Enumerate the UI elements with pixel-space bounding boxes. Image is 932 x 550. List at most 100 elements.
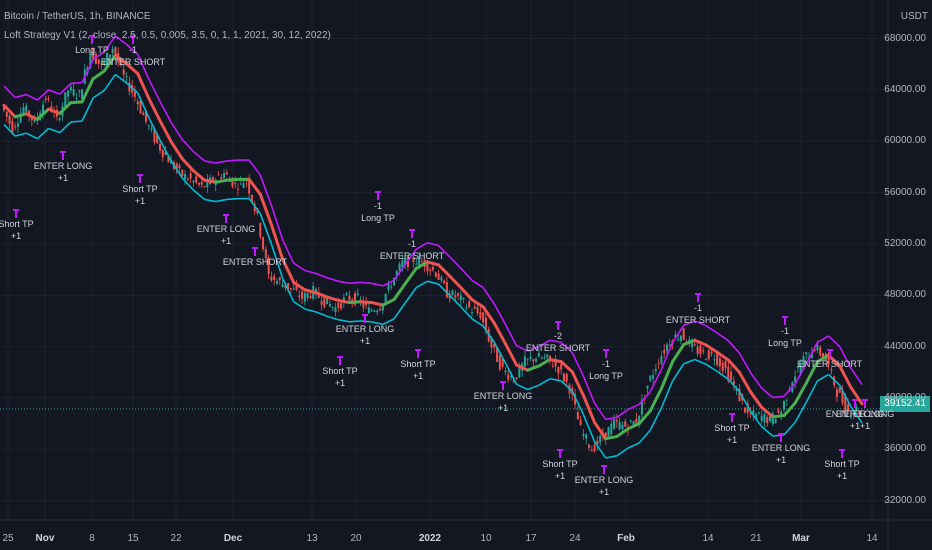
- candle-body: [819, 347, 822, 356]
- upper-band-segment: [660, 342, 674, 370]
- candle-body: [44, 98, 47, 100]
- trade-label: ENTER LONG +1: [336, 323, 395, 347]
- candle-body: [284, 285, 287, 289]
- candle-body: [604, 432, 607, 439]
- upper-band-segment: [705, 325, 718, 334]
- trade-label: ENTER LONG +1: [474, 390, 533, 414]
- candle-body: [462, 298, 465, 300]
- candle-body: [25, 105, 28, 112]
- lower-band-segment: [694, 358, 707, 365]
- trade-label-line: ENTER LONG: [33, 161, 93, 171]
- x-tick-label: Feb: [617, 533, 635, 544]
- candle-body: [660, 356, 663, 364]
- x-tick-label: Mar: [792, 533, 810, 544]
- candle-body: [682, 328, 685, 340]
- trend-line-segment: [325, 295, 340, 302]
- upper-band-segment: [527, 345, 540, 352]
- trend-line-segment: [726, 358, 741, 374]
- candle-body: [75, 97, 78, 99]
- candle-body: [727, 366, 730, 381]
- trade-label-line: ENTER SHORT: [525, 343, 591, 353]
- upper-band-segment: [460, 267, 473, 281]
- trade-label-line: Short TP: [824, 459, 860, 469]
- candle-body: [203, 186, 206, 188]
- lower-band-segment: [616, 447, 629, 457]
- candle-body: [649, 375, 652, 381]
- lower-band-segment: [671, 363, 685, 382]
- candle-body: [858, 411, 861, 413]
- lower-band-segment: [516, 383, 529, 391]
- upper-band-segment: [828, 335, 841, 348]
- trade-label-line: ENTER LONG: [335, 324, 395, 334]
- upper-band-segment: [794, 363, 807, 385]
- candle-body: [841, 390, 844, 404]
- trade-marker: [130, 35, 136, 44]
- upper-band-segment: [349, 281, 361, 285]
- candle-body: [443, 280, 446, 284]
- candle-body: [802, 356, 805, 370]
- candle-body: [309, 296, 312, 298]
- upper-band-segment: [683, 320, 696, 327]
- candle-body: [420, 261, 423, 263]
- lower-band-segment: [270, 243, 284, 279]
- candle-body: [710, 351, 713, 354]
- trade-label: ENTER LONG +1: [836, 408, 895, 432]
- candle-body: [415, 263, 418, 265]
- lower-band-segment: [148, 117, 161, 141]
- candle-body: [409, 254, 412, 256]
- upper-band-segment: [493, 303, 507, 325]
- trend-line-segment: [437, 263, 452, 278]
- lower-band-segment: [504, 362, 518, 385]
- trade-label: ENTER LONG +1: [34, 160, 93, 184]
- upper-band-segment: [136, 54, 150, 80]
- upper-band-segment: [582, 375, 596, 404]
- candle-body: [830, 369, 833, 371]
- y-tick-label: 40000.00: [884, 392, 926, 404]
- trend-line-segment: [459, 286, 474, 302]
- lower-band-segment: [438, 283, 451, 296]
- candle-body: [585, 434, 588, 439]
- candle-body: [97, 59, 100, 64]
- lower-band-segment: [360, 320, 372, 323]
- candle-body: [345, 293, 348, 296]
- strategy-legend[interactable]: Loft Strategy V1 (2, close, 2.5, 0.5, 0.…: [4, 30, 331, 41]
- lower-band-segment: [315, 311, 328, 318]
- upper-band-segment: [281, 239, 295, 264]
- trend-line-segment: [648, 387, 663, 413]
- candle-body: [100, 63, 103, 65]
- trade-label: Long TP: [75, 44, 109, 56]
- upper-band-segment: [449, 256, 462, 269]
- trend-line-segment: [559, 360, 574, 374]
- trend-line-segment: [125, 62, 140, 76]
- upper-band-segment: [148, 78, 161, 102]
- upper-band-segment: [716, 332, 729, 342]
- candle-body: [64, 92, 67, 108]
- trend-line-segment: [626, 422, 641, 431]
- upper-band-segment: [627, 403, 640, 411]
- trade-label-line: Short TP: [714, 423, 750, 433]
- trade-label-line: -1: [601, 359, 610, 369]
- candle-body: [459, 295, 462, 301]
- trade-label-line: ENTER LONG: [574, 475, 634, 485]
- candle-body: [783, 400, 785, 410]
- upper-band-segment: [192, 150, 206, 162]
- candle-body: [390, 286, 393, 288]
- candle-body: [276, 280, 278, 284]
- lower-band-segment: [415, 280, 428, 289]
- trade-marker: [555, 321, 561, 330]
- trend-line-segment: [581, 393, 597, 424]
- y-tick-label: 48000.00: [884, 289, 926, 301]
- y-tick-label: 32000.00: [884, 494, 926, 506]
- upper-band-segment: [25, 93, 38, 101]
- trade-label: -2 ENTER SHORT: [526, 330, 590, 354]
- trade-label-line: +1: [57, 173, 69, 183]
- trade-marker: [603, 349, 609, 358]
- upper-band-segment: [270, 205, 284, 240]
- candle-body: [270, 276, 273, 281]
- candle-body: [67, 90, 70, 97]
- upper-band-segment: [560, 341, 573, 354]
- candle-body: [749, 412, 752, 415]
- candle-body: [376, 310, 379, 313]
- upper-band-segment: [304, 269, 317, 275]
